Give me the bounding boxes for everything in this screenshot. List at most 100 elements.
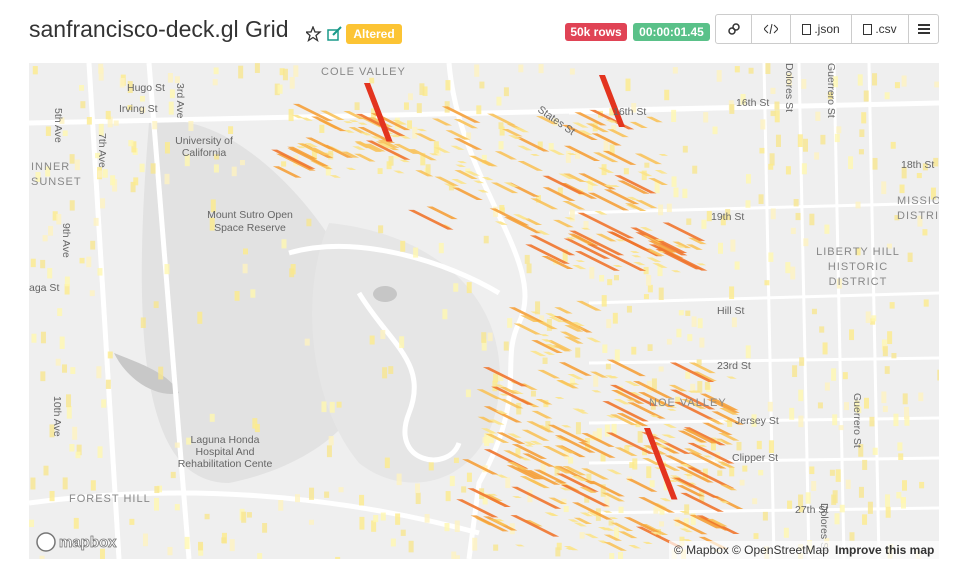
grid-cell <box>343 111 366 120</box>
grid-cell <box>73 517 79 529</box>
grid-cell <box>592 431 598 437</box>
grid-cell <box>444 523 450 532</box>
grid-cell <box>567 519 579 522</box>
grid-cell <box>716 70 722 82</box>
grid-cell <box>575 347 581 358</box>
edit-icon[interactable] <box>327 26 342 41</box>
grid-cell <box>704 381 710 390</box>
grid-cell <box>365 140 411 160</box>
mapbox-logo[interactable]: mapbox <box>36 532 118 552</box>
grid-cell <box>645 116 663 123</box>
grid-cell <box>871 315 877 322</box>
map[interactable]: COLE VALLEY Hugo St Irving St 3rd Ave 5t… <box>29 63 939 559</box>
grid-cell <box>213 67 219 75</box>
grid-cell <box>770 208 776 220</box>
json-button[interactable]: .json <box>791 15 852 43</box>
grid-cell <box>614 175 657 194</box>
menu-button[interactable] <box>909 15 938 43</box>
grid-cell <box>170 471 176 479</box>
grid-cell <box>575 260 586 263</box>
grid-cell <box>272 166 302 178</box>
grid-cell <box>89 290 95 297</box>
grid-cell <box>669 362 715 382</box>
grid-cell <box>795 212 801 221</box>
grid-cell <box>589 371 609 378</box>
altered-badge[interactable]: Altered <box>346 24 402 44</box>
grid-cell <box>498 141 504 150</box>
grid-cell <box>831 368 837 381</box>
grid-cell <box>654 170 668 174</box>
csv-button[interactable]: .csv <box>852 15 909 43</box>
grid-cell <box>634 153 662 165</box>
grid-cell <box>760 119 766 130</box>
grid-cell <box>683 530 693 533</box>
map-label: Jersey St <box>735 415 779 427</box>
grid-cell <box>609 384 659 407</box>
grid-cell <box>473 180 485 184</box>
grid-cell <box>836 278 842 289</box>
grid-cell <box>467 488 511 507</box>
grid-cell <box>610 185 620 187</box>
grid-cell <box>412 126 418 139</box>
grid-cell <box>832 76 838 88</box>
favorite-star[interactable] <box>306 26 322 42</box>
grid-cell <box>490 182 519 194</box>
attribution[interactable]: Improve this map <box>835 543 934 557</box>
attribution[interactable]: © Mapbox <box>674 543 729 557</box>
grid-cell <box>711 411 744 425</box>
grid-cell <box>79 85 85 91</box>
grid-cell <box>683 473 694 477</box>
grid-cell <box>52 211 58 221</box>
grid-cell <box>110 175 116 186</box>
grid-cell <box>597 167 615 173</box>
embed-button[interactable] <box>752 15 791 43</box>
grid-cell <box>631 255 642 258</box>
grid-cell <box>606 231 651 251</box>
grid-cell <box>250 289 256 298</box>
grid-cell <box>338 487 344 493</box>
attribution[interactable]: © OpenStreetMap <box>732 543 829 557</box>
grid-cell <box>805 492 811 504</box>
grid-cell <box>667 479 678 482</box>
grid-cell <box>702 455 713 458</box>
grid-cell <box>922 229 928 236</box>
grid-cell <box>308 147 330 156</box>
grid-cell <box>576 300 602 311</box>
grid-cell <box>45 166 51 177</box>
grid-cell <box>476 389 503 400</box>
grid-cell <box>554 435 596 453</box>
grid-cell <box>602 150 637 165</box>
grid-cell <box>482 367 528 387</box>
grid-cell <box>496 432 526 444</box>
grid-cell <box>47 268 53 279</box>
grid-cell <box>408 540 414 553</box>
grid-cell <box>633 261 646 266</box>
map-label: LIBERTY HILL <box>816 246 900 258</box>
grid-cell <box>632 458 638 470</box>
grid-cell <box>770 87 776 94</box>
grid-cell <box>407 93 413 101</box>
grid-cell <box>555 547 561 557</box>
grid-cell <box>770 110 776 117</box>
grid-cell <box>289 268 295 278</box>
link-button[interactable] <box>716 15 752 43</box>
grid-cell <box>902 480 908 491</box>
grid-cell <box>563 145 601 161</box>
grid-cell <box>568 230 625 256</box>
grid-cell <box>554 396 565 399</box>
grid-cell <box>481 339 487 351</box>
grid-cell <box>168 101 174 115</box>
grid-cell <box>710 437 716 451</box>
grid-cell <box>811 481 817 492</box>
grid-cell <box>569 209 575 222</box>
grid-cell <box>587 192 630 211</box>
grid-cell <box>867 501 873 514</box>
grid-cell <box>511 444 548 459</box>
map-label: Guerrero St <box>851 393 863 448</box>
grid-cell <box>119 77 125 88</box>
grid-cell <box>678 310 684 316</box>
grid-cell <box>900 496 906 509</box>
grid-cell <box>498 398 524 409</box>
grid-cell <box>498 374 504 381</box>
